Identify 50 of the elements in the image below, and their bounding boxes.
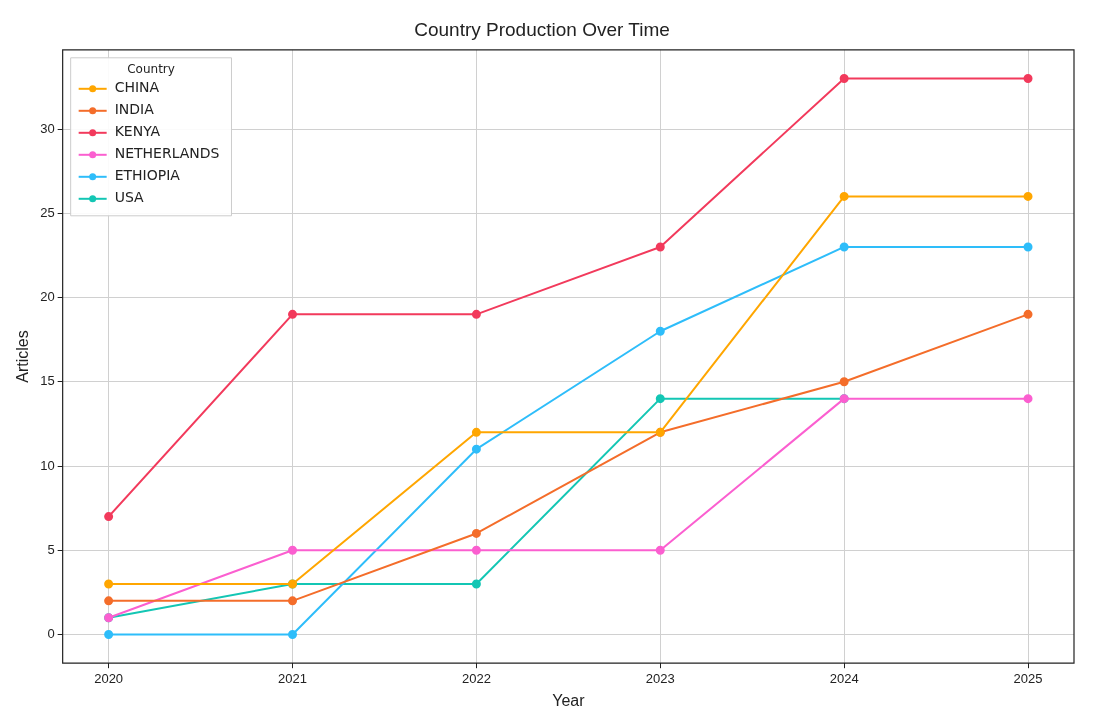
y-tick-label: 0 xyxy=(47,626,55,642)
x-tick-label: 2020 xyxy=(94,670,124,686)
y-tick-label: 5 xyxy=(47,541,55,557)
point xyxy=(1023,394,1033,404)
point xyxy=(839,242,849,252)
point xyxy=(839,73,849,83)
x-tick-label: 2025 xyxy=(1013,670,1043,686)
point xyxy=(1023,242,1033,252)
point xyxy=(1023,191,1033,201)
point xyxy=(471,309,481,319)
point xyxy=(655,545,665,555)
point xyxy=(471,579,481,589)
point xyxy=(288,630,298,640)
y-tick-label: 25 xyxy=(40,204,55,220)
point xyxy=(104,630,114,640)
y-tick-label: 30 xyxy=(40,120,55,136)
point xyxy=(1023,309,1033,319)
point xyxy=(104,596,114,606)
point xyxy=(288,309,298,319)
x-tick-label: 2022 xyxy=(461,670,491,686)
point xyxy=(471,444,481,454)
legend-label: CHINA xyxy=(114,79,160,96)
point xyxy=(839,191,849,201)
point xyxy=(839,377,849,387)
point xyxy=(288,545,298,555)
point xyxy=(655,326,665,336)
x-axis-title: Year xyxy=(552,691,586,709)
legend-label: INDIA xyxy=(114,101,155,118)
legend-label: KENYA xyxy=(114,123,161,140)
y-tick-label: 10 xyxy=(40,457,55,473)
point xyxy=(655,242,665,252)
point xyxy=(104,579,114,589)
legend-label: NETHERLANDS xyxy=(114,145,220,162)
x-tick-label: 2024 xyxy=(829,670,859,686)
y-axis-title: Articles xyxy=(14,330,32,383)
point xyxy=(288,596,298,606)
chart-title: Country Production Over Time xyxy=(414,18,670,40)
point xyxy=(471,545,481,555)
point xyxy=(1023,73,1033,83)
x-tick-label: 2021 xyxy=(278,670,307,686)
legend-label: USA xyxy=(114,189,145,206)
point xyxy=(471,427,481,437)
legend-label: ETHIOPIA xyxy=(114,167,181,184)
y-tick-label: 20 xyxy=(40,289,55,305)
point xyxy=(471,528,481,538)
x-tick-label: 2023 xyxy=(645,670,675,686)
y-tick-label: 15 xyxy=(40,373,55,389)
point xyxy=(104,512,114,522)
legend-title: Country xyxy=(127,61,175,76)
point xyxy=(655,394,665,404)
